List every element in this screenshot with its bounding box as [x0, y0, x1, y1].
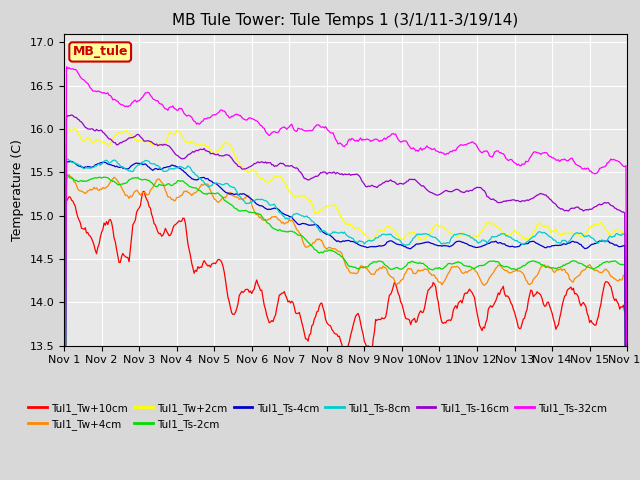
- Text: MB_tule: MB_tule: [72, 46, 128, 59]
- Tul1_Tw+2cm: [294, 194, 302, 200]
- Tul1_Ts-2cm: [442, 264, 449, 269]
- Tul1_Ts-16cm: [68, 112, 76, 118]
- Tul1_Ts-32cm: [88, 86, 95, 92]
- Tul1_Tw+4cm: [442, 276, 449, 281]
- Tul1_Tw+2cm: [533, 222, 541, 228]
- Tul1_Tw+10cm: [533, 289, 541, 295]
- Tul1_Ts-32cm: [294, 125, 302, 131]
- Tul1_Ts-16cm: [368, 182, 376, 188]
- Tul1_Tw+4cm: [533, 273, 541, 278]
- Line: Tul1_Ts-8cm: Tul1_Ts-8cm: [64, 159, 627, 480]
- Line: Tul1_Ts-32cm: Tul1_Ts-32cm: [64, 67, 627, 480]
- Tul1_Tw+4cm: [65, 172, 73, 178]
- Line: Tul1_Ts-16cm: Tul1_Ts-16cm: [64, 115, 627, 480]
- Tul1_Ts-4cm: [368, 244, 376, 250]
- Tul1_Tw+2cm: [442, 226, 449, 232]
- Tul1_Ts-8cm: [533, 230, 541, 236]
- Tul1_Ts-16cm: [88, 126, 95, 132]
- Line: Tul1_Ts-4cm: Tul1_Ts-4cm: [64, 161, 627, 480]
- Tul1_Ts-32cm: [63, 64, 70, 70]
- Tul1_Tw+2cm: [88, 138, 95, 144]
- Tul1_Ts-4cm: [88, 165, 95, 170]
- Tul1_Ts-32cm: [533, 150, 541, 156]
- Tul1_Tw+2cm: [368, 239, 376, 244]
- Tul1_Ts-8cm: [294, 211, 302, 216]
- Tul1_Ts-8cm: [144, 158, 152, 164]
- Tul1_Tw+10cm: [140, 189, 148, 194]
- Tul1_Ts-8cm: [63, 156, 70, 162]
- Tul1_Ts-8cm: [442, 241, 449, 247]
- Tul1_Ts-32cm: [144, 89, 152, 95]
- Tul1_Tw+4cm: [88, 187, 95, 193]
- Tul1_Ts-16cm: [442, 188, 449, 193]
- Y-axis label: Temperature (C): Temperature (C): [11, 139, 24, 240]
- Tul1_Ts-2cm: [533, 259, 541, 265]
- Line: Tul1_Tw+4cm: Tul1_Tw+4cm: [64, 175, 627, 480]
- Tul1_Tw+10cm: [294, 311, 302, 316]
- Title: MB Tule Tower: Tule Temps 1 (3/1/11-3/19/14): MB Tule Tower: Tule Temps 1 (3/1/11-3/19…: [172, 13, 519, 28]
- Tul1_Tw+10cm: [144, 199, 152, 204]
- Tul1_Ts-2cm: [368, 260, 376, 266]
- Tul1_Ts-8cm: [368, 238, 376, 243]
- Line: Tul1_Tw+10cm: Tul1_Tw+10cm: [64, 192, 627, 480]
- Tul1_Tw+4cm: [144, 192, 152, 197]
- Tul1_Ts-4cm: [294, 221, 302, 227]
- Legend: Tul1_Tw+10cm, Tul1_Tw+4cm, Tul1_Tw+2cm, Tul1_Ts-2cm, Tul1_Ts-4cm, Tul1_Ts-8cm, T: Tul1_Tw+10cm, Tul1_Tw+4cm, Tul1_Tw+2cm, …: [24, 398, 611, 434]
- Line: Tul1_Tw+2cm: Tul1_Tw+2cm: [64, 129, 627, 480]
- Tul1_Tw+4cm: [368, 272, 376, 277]
- Tul1_Tw+10cm: [86, 233, 94, 239]
- Line: Tul1_Ts-2cm: Tul1_Ts-2cm: [64, 174, 627, 480]
- Tul1_Ts-2cm: [63, 171, 70, 177]
- Tul1_Ts-4cm: [442, 243, 449, 249]
- Tul1_Ts-4cm: [68, 158, 76, 164]
- Tul1_Tw+4cm: [294, 228, 302, 234]
- Tul1_Ts-16cm: [533, 192, 541, 198]
- Tul1_Ts-2cm: [144, 178, 152, 183]
- Tul1_Ts-2cm: [294, 232, 302, 238]
- Tul1_Ts-8cm: [88, 165, 95, 171]
- Tul1_Tw+2cm: [144, 139, 152, 145]
- Tul1_Tw+10cm: [368, 351, 376, 357]
- Tul1_Ts-32cm: [442, 151, 449, 157]
- Tul1_Ts-16cm: [144, 138, 152, 144]
- Tul1_Tw+2cm: [72, 126, 79, 132]
- Tul1_Ts-2cm: [88, 176, 95, 181]
- Tul1_Ts-4cm: [144, 164, 152, 169]
- Tul1_Ts-16cm: [294, 166, 302, 172]
- Tul1_Ts-4cm: [533, 240, 541, 246]
- Tul1_Ts-32cm: [368, 138, 376, 144]
- Tul1_Tw+10cm: [442, 320, 449, 326]
